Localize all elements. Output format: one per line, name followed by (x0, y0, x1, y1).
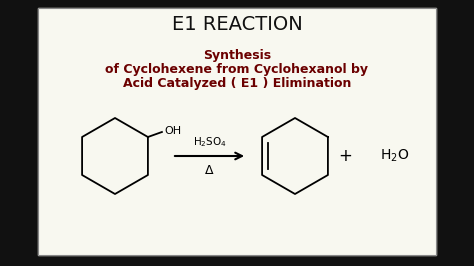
Text: Acid Catalyzed ( E1 ) Elimination: Acid Catalyzed ( E1 ) Elimination (123, 77, 351, 90)
Text: H$_2$SO$_4$: H$_2$SO$_4$ (192, 135, 227, 149)
Text: +: + (338, 147, 352, 165)
Text: $\Delta$: $\Delta$ (204, 164, 215, 177)
Text: OH: OH (164, 126, 181, 136)
Text: E1 REACTION: E1 REACTION (172, 15, 302, 34)
Text: Synthesis: Synthesis (203, 49, 271, 63)
Text: of Cyclohexene from Cyclohexanol by: of Cyclohexene from Cyclohexanol by (106, 64, 368, 77)
Text: H$_2$O: H$_2$O (380, 148, 410, 164)
